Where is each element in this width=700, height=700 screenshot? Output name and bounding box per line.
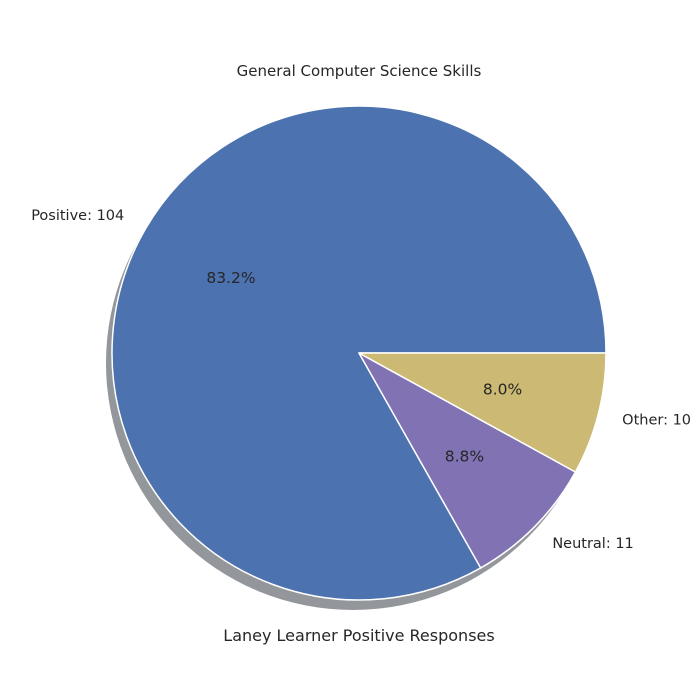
slice-label-2: Other: 10: [622, 413, 691, 429]
pie-slices: [111, 105, 607, 601]
slice-label-0: Positive: 104: [31, 208, 124, 224]
x-axis-label: Laney Learner Positive Responses: [223, 626, 494, 645]
pie-slice-0: [111, 105, 607, 601]
slice-percent-label-1: 8.8%: [445, 448, 484, 466]
slice-label-1: Neutral: 11: [552, 536, 633, 552]
chart-title: General Computer Science Skills: [237, 62, 482, 80]
pie-labels: Positive: 104 83.2% Neutral: 11 8.8% Other: …: [31, 208, 691, 552]
slice-percent-label-2: 8.0%: [483, 380, 522, 398]
pie-slice-1: [358, 352, 577, 569]
pie-slice-2: [358, 352, 607, 473]
slice-percent-label-0: 83.2%: [206, 269, 255, 287]
